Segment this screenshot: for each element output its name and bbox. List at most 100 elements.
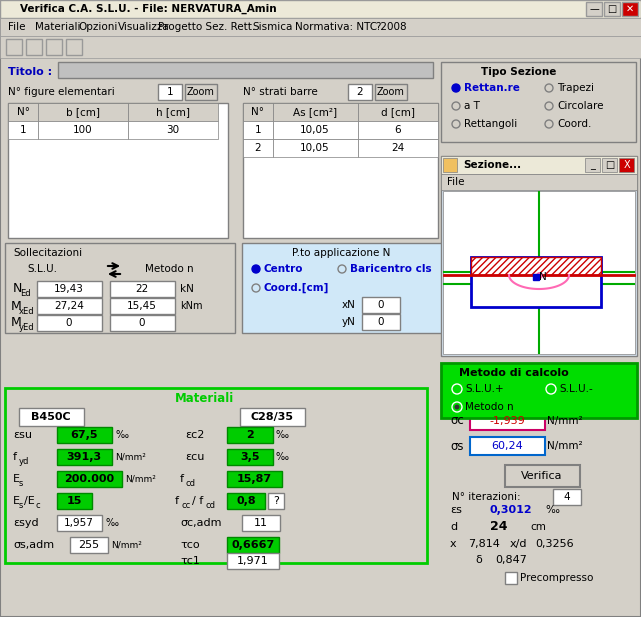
Bar bbox=[0, 18, 641, 36]
Text: ‰: ‰ bbox=[276, 430, 289, 440]
Bar bbox=[128, 103, 218, 121]
Bar bbox=[243, 139, 273, 157]
Bar bbox=[604, 2, 620, 16]
Bar bbox=[553, 489, 581, 505]
Bar bbox=[240, 408, 305, 426]
Bar bbox=[5, 388, 427, 563]
Bar bbox=[8, 103, 228, 238]
Bar bbox=[37, 281, 102, 297]
Bar bbox=[66, 39, 82, 55]
Bar bbox=[470, 437, 545, 455]
Text: x: x bbox=[450, 539, 456, 549]
Bar bbox=[243, 121, 273, 139]
Text: f: f bbox=[175, 496, 179, 506]
Text: c: c bbox=[36, 502, 40, 510]
Bar bbox=[358, 121, 438, 139]
Bar bbox=[471, 257, 601, 275]
Text: cd: cd bbox=[205, 502, 215, 510]
Text: d [cm]: d [cm] bbox=[381, 107, 415, 117]
Bar bbox=[242, 515, 280, 531]
Text: S.L.U.-: S.L.U.- bbox=[559, 384, 593, 394]
Text: τc1: τc1 bbox=[180, 556, 200, 566]
Text: M: M bbox=[11, 299, 22, 312]
Bar bbox=[586, 2, 602, 16]
Bar bbox=[441, 174, 637, 190]
Bar bbox=[46, 39, 62, 55]
Circle shape bbox=[454, 405, 460, 410]
Bar bbox=[38, 103, 128, 121]
Text: 0: 0 bbox=[378, 300, 384, 310]
Circle shape bbox=[252, 265, 260, 273]
Bar bbox=[348, 84, 372, 100]
Bar bbox=[619, 158, 634, 172]
Text: 60,24: 60,24 bbox=[491, 441, 523, 451]
Text: _: _ bbox=[590, 160, 595, 170]
Text: 15,45: 15,45 bbox=[127, 301, 157, 311]
Text: Tipo Sezione: Tipo Sezione bbox=[481, 67, 556, 77]
Text: Circolare: Circolare bbox=[557, 101, 603, 111]
Text: 0,3012: 0,3012 bbox=[490, 505, 533, 515]
Text: εsu: εsu bbox=[13, 430, 32, 440]
Bar bbox=[622, 2, 638, 16]
Bar bbox=[58, 62, 433, 78]
Text: 0,8: 0,8 bbox=[236, 496, 256, 506]
Bar bbox=[5, 243, 235, 333]
Bar bbox=[441, 156, 637, 174]
Bar bbox=[443, 191, 635, 354]
Text: 10,05: 10,05 bbox=[300, 125, 330, 135]
Text: 200.000: 200.000 bbox=[64, 474, 114, 484]
Text: 1,957: 1,957 bbox=[64, 518, 94, 528]
Text: ‰: ‰ bbox=[105, 518, 118, 528]
Bar bbox=[57, 515, 102, 531]
Bar bbox=[110, 281, 175, 297]
Text: N/mm²: N/mm² bbox=[111, 540, 142, 550]
Text: B450C: B450C bbox=[31, 412, 71, 422]
Text: □: □ bbox=[608, 4, 617, 14]
Text: Materiali: Materiali bbox=[35, 22, 81, 32]
Text: 2: 2 bbox=[254, 143, 262, 153]
Bar bbox=[227, 427, 273, 443]
Text: 1: 1 bbox=[20, 125, 26, 135]
Bar bbox=[158, 84, 182, 100]
Bar bbox=[358, 103, 438, 121]
Text: Verifica C.A. S.L.U. - File: NERVATURA_Amin: Verifica C.A. S.L.U. - File: NERVATURA_A… bbox=[20, 4, 277, 14]
Text: N: N bbox=[539, 272, 547, 282]
Text: E: E bbox=[13, 496, 20, 506]
Bar bbox=[443, 158, 457, 172]
Text: εcu: εcu bbox=[185, 452, 204, 462]
Text: N° iterazioni:: N° iterazioni: bbox=[452, 492, 520, 502]
Bar bbox=[110, 298, 175, 314]
Text: Normativa: NTC 2008: Normativa: NTC 2008 bbox=[295, 22, 406, 32]
Text: 0: 0 bbox=[66, 318, 72, 328]
Circle shape bbox=[452, 402, 462, 412]
Text: S.L.U.: S.L.U. bbox=[27, 264, 57, 274]
Bar bbox=[471, 257, 601, 307]
Text: N: N bbox=[13, 283, 22, 296]
Bar bbox=[441, 62, 636, 142]
Text: 7,814: 7,814 bbox=[468, 539, 500, 549]
Text: -1,939: -1,939 bbox=[489, 416, 525, 426]
Text: 24: 24 bbox=[392, 143, 404, 153]
Bar bbox=[243, 103, 273, 121]
Bar bbox=[585, 158, 600, 172]
Bar bbox=[243, 103, 438, 238]
Text: kN: kN bbox=[180, 284, 194, 294]
Text: Coord.[cm]: Coord.[cm] bbox=[264, 283, 329, 293]
Text: xN: xN bbox=[342, 300, 356, 310]
Bar bbox=[57, 427, 112, 443]
Text: 1: 1 bbox=[167, 87, 173, 97]
Text: εs: εs bbox=[450, 505, 462, 515]
Circle shape bbox=[452, 84, 460, 92]
Text: 2: 2 bbox=[246, 430, 254, 440]
Text: Baricentro cls: Baricentro cls bbox=[350, 264, 431, 274]
Text: 19,43: 19,43 bbox=[54, 284, 84, 294]
Text: Rettan.re: Rettan.re bbox=[464, 83, 520, 93]
Text: ?: ? bbox=[375, 22, 381, 32]
Text: File: File bbox=[447, 177, 465, 187]
Text: Metodo di calcolo: Metodo di calcolo bbox=[459, 368, 569, 378]
Bar bbox=[227, 471, 282, 487]
Text: b [cm]: b [cm] bbox=[66, 107, 100, 117]
Text: N/mm²: N/mm² bbox=[115, 452, 146, 462]
Text: 10,05: 10,05 bbox=[300, 143, 330, 153]
Bar bbox=[6, 39, 22, 55]
